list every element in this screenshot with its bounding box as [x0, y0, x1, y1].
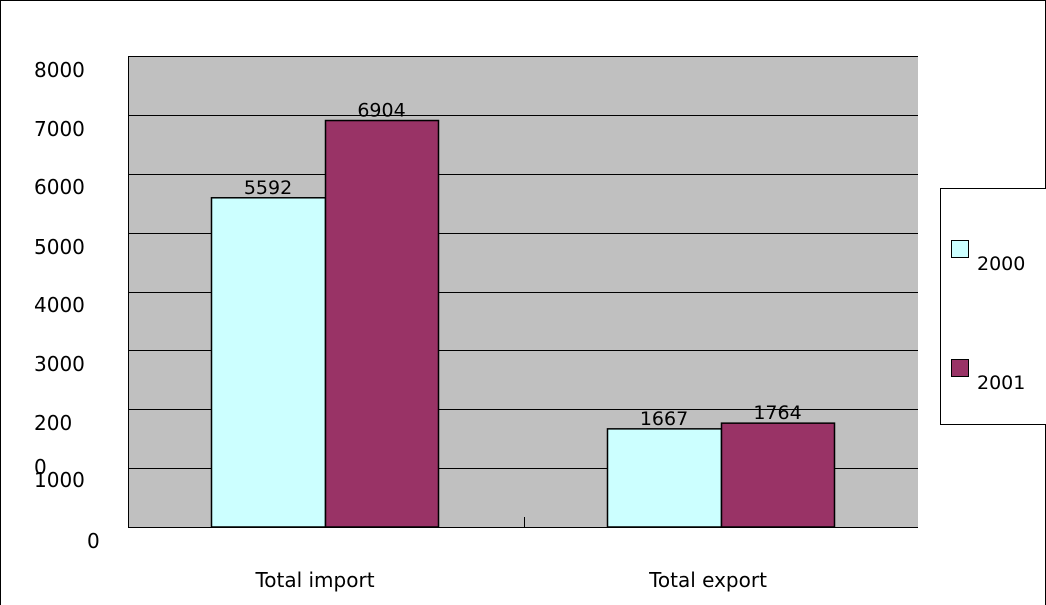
bar-2000-0 [212, 198, 326, 527]
data-label: 5592 [244, 177, 292, 199]
legend-swatch-2001 [952, 360, 969, 377]
x-tick-label: Total import [254, 568, 374, 592]
legend: 2000 2001 [941, 189, 1046, 425]
bar-2001-0 [326, 121, 439, 527]
legend-label: 2000 [977, 253, 1025, 275]
y-tick-label: 200 [34, 411, 72, 435]
data-label: 1667 [640, 408, 688, 430]
y-tick-label: 4000 [34, 293, 85, 317]
y-tick-label: 0 [87, 529, 100, 553]
data-label: 1764 [753, 402, 801, 424]
y-tick-label: 3000 [34, 352, 85, 376]
y-tick-label: 6000 [34, 175, 85, 199]
x-tick-label: Total export [648, 568, 767, 592]
legend-label: 2001 [977, 372, 1025, 394]
data-label: 6904 [357, 100, 405, 122]
y-tick-label: 0 [34, 455, 47, 479]
y-tick-label: 7000 [34, 117, 85, 141]
bar-2000-1 [608, 429, 722, 527]
bar-2001-1 [722, 423, 835, 527]
y-tick-label: 8000 [34, 58, 85, 82]
y-tick-label: 5000 [34, 235, 85, 259]
legend-swatch-2000 [952, 241, 969, 258]
x-axis-ticks: Total import Total export [254, 568, 767, 592]
